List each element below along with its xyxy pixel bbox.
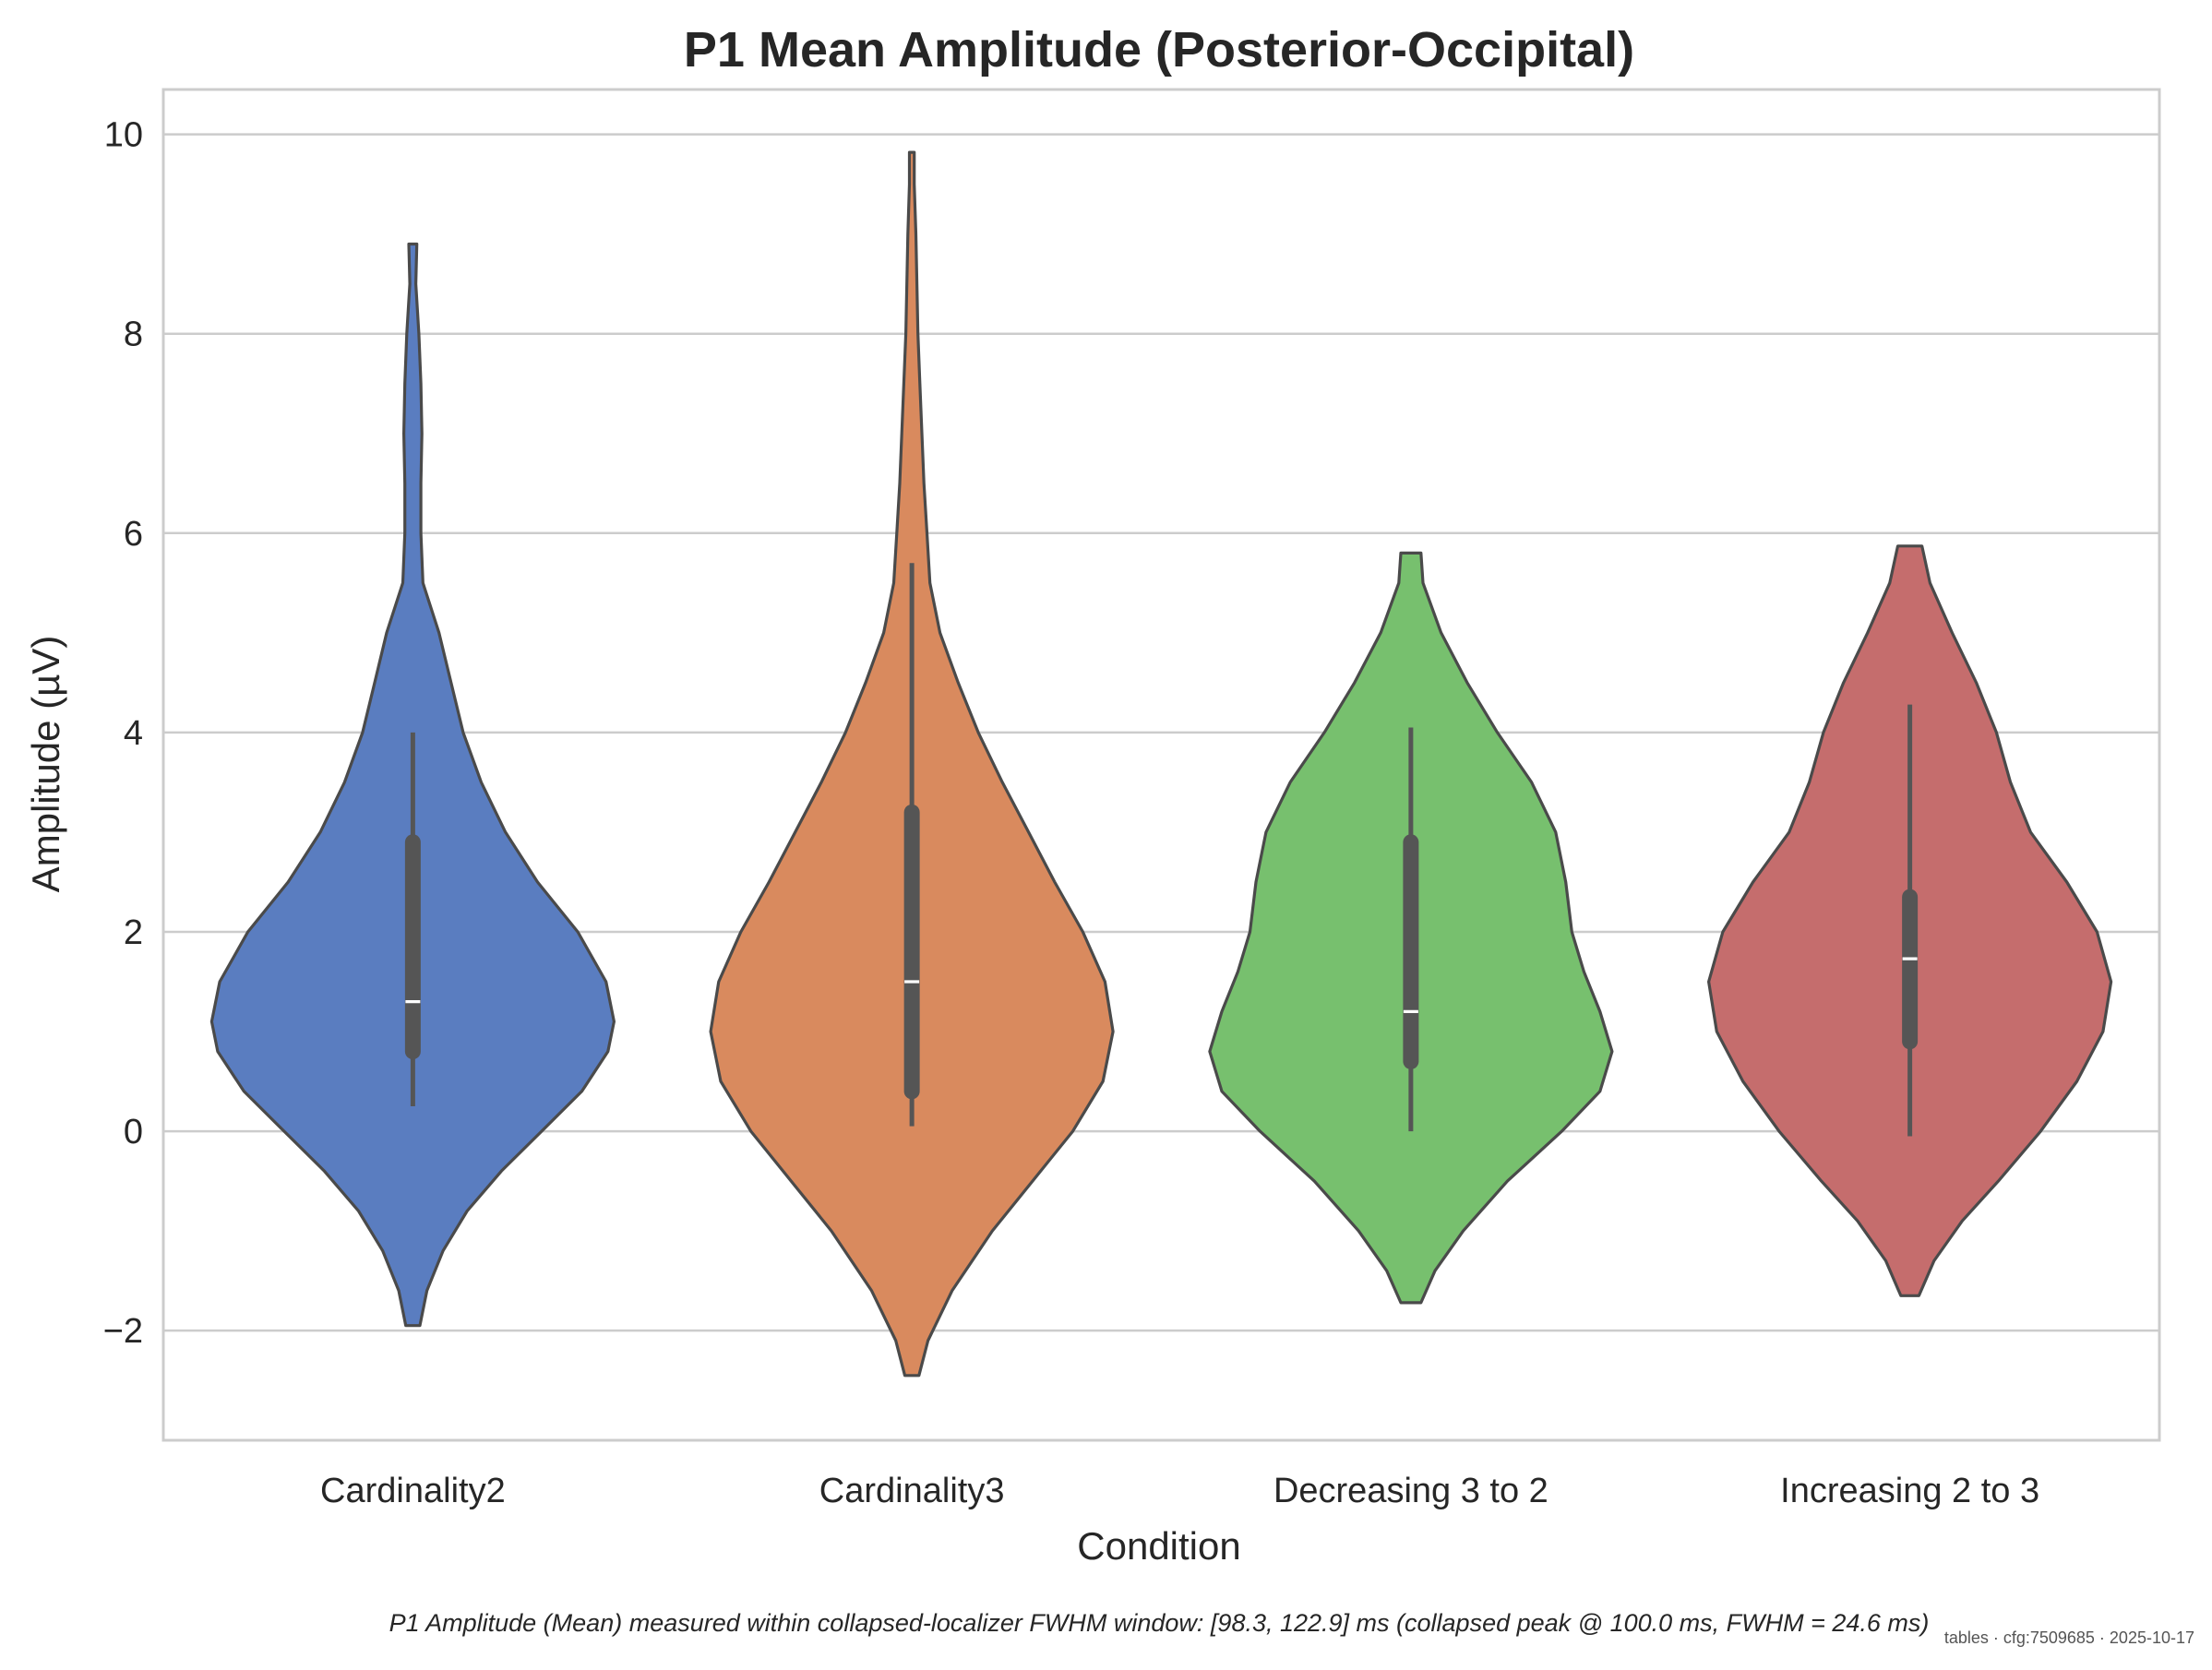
y-tick-label: 0 <box>124 1113 143 1151</box>
y-tick-label: 8 <box>124 316 143 354</box>
y-tick-labels: −2 0 2 4 6 8 10 <box>103 116 143 1352</box>
plot-frame <box>161 88 2161 1442</box>
x-tick-label: Cardinality3 <box>819 1472 1005 1510</box>
y-tick-label: −2 <box>103 1312 143 1351</box>
x-tick-label: Cardinality2 <box>320 1472 506 1510</box>
y-tick-label: 4 <box>124 714 143 753</box>
y-axis-label: Amplitude (µV) <box>24 636 67 893</box>
caption-text: P1 Amplitude (Mean) measured within coll… <box>389 1609 1930 1637</box>
y-tick-label: 2 <box>124 913 143 952</box>
chart-title: P1 Mean Amplitude (Posterior-Occipital) <box>684 22 1634 78</box>
y-tick-label: 10 <box>104 116 143 155</box>
x-tick-label: Decreasing 3 to 2 <box>1273 1472 1548 1510</box>
y-tick-label: 6 <box>124 515 143 554</box>
x-tick-label: Increasing 2 to 3 <box>1780 1472 2039 1510</box>
x-axis-label: Condition <box>1077 1524 1240 1568</box>
x-tick-labels: Cardinality2 Cardinality3 Decreasing 3 to … <box>320 1472 2039 1510</box>
footer-stamp: tables · cfg:7509685 · 2025-10-17 <box>1944 1628 2194 1647</box>
inner-boxes <box>404 563 1919 1137</box>
